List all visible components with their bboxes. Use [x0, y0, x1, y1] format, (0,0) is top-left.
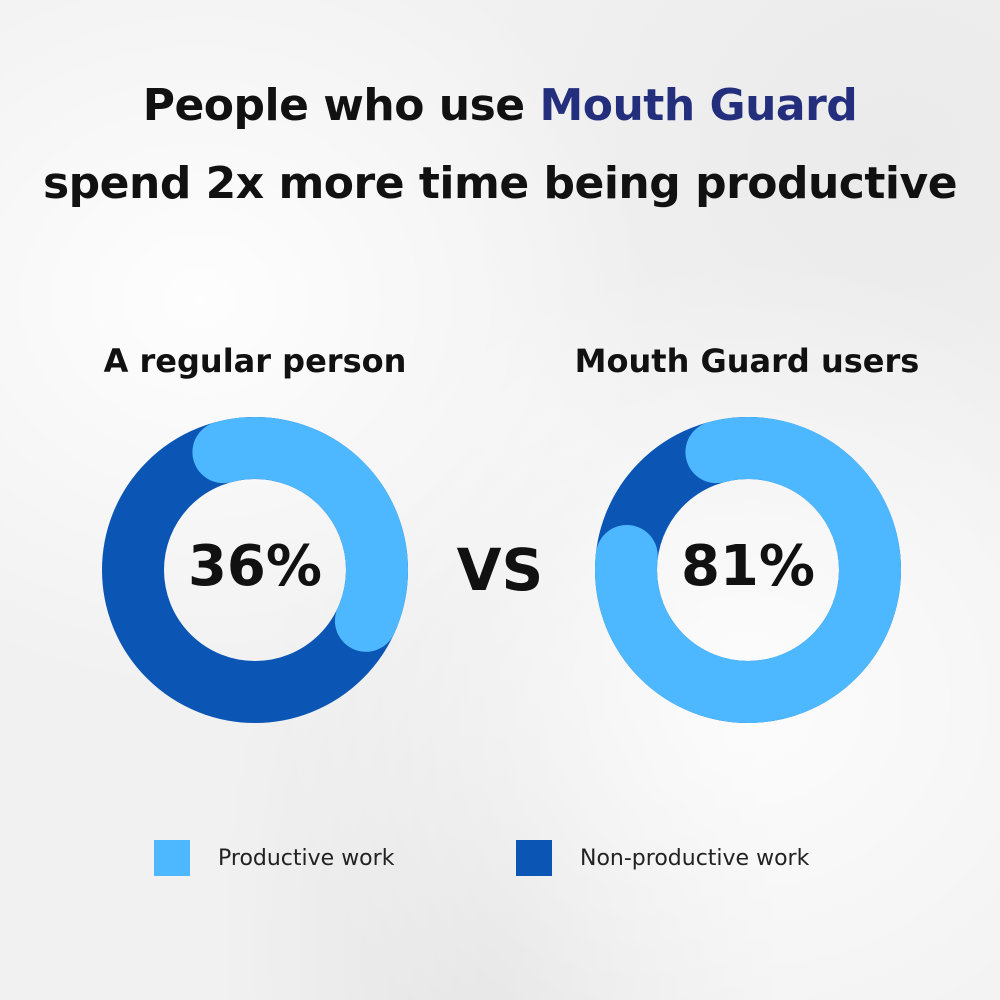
- legend-item-productive: Productive work: [154, 838, 394, 878]
- legend-swatch-productive: [154, 840, 190, 876]
- center-label-mouth-guard: 81%: [681, 534, 815, 599]
- headline-line-2: spend 2x more time being productive: [42, 158, 958, 209]
- vs-label: VS: [456, 536, 544, 604]
- legend-label-non-productive: Non-productive work: [580, 845, 810, 871]
- donut-mouth-guard-users: [595, 417, 901, 723]
- legend-item-non-productive: Non-productive work: [516, 838, 809, 878]
- slice-productive: [192, 417, 408, 652]
- headline-prefix: People who use: [142, 80, 540, 131]
- chart-title-mouth-guard: Mouth Guard users: [574, 342, 920, 380]
- slice-productive: [595, 417, 901, 723]
- headline-brand: Mouth Guard: [539, 80, 858, 131]
- donut-regular-person: [102, 417, 408, 723]
- center-label-regular: 36%: [188, 534, 322, 599]
- legend-swatch-non-productive: [516, 840, 552, 876]
- legend-label-productive: Productive work: [218, 845, 395, 871]
- headline-line-1: People who use Mouth Guard: [0, 70, 1000, 142]
- chart-title-regular: A regular person: [103, 342, 407, 380]
